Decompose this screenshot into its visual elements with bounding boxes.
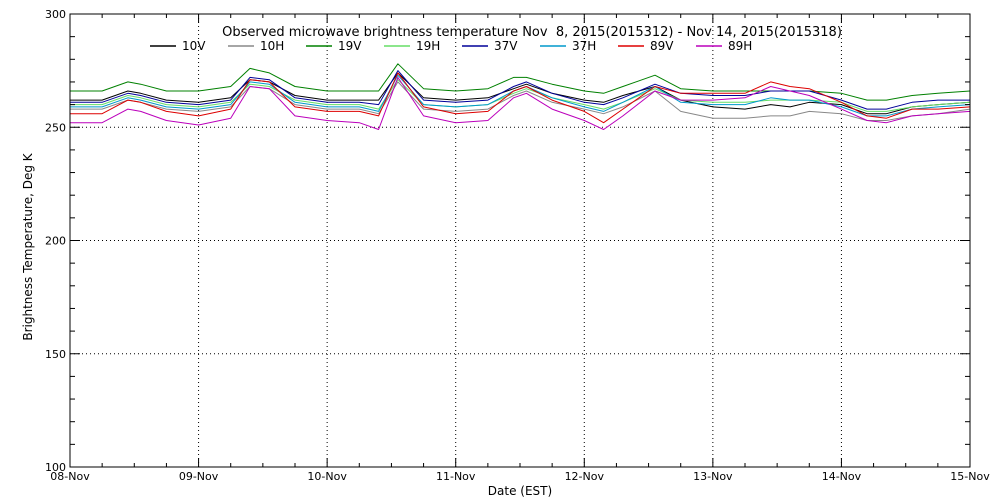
legend-label: 37H <box>572 39 596 53</box>
x-tick-label: 10-Nov <box>307 470 347 483</box>
y-tick-labels: 100 150 200 250 300 <box>45 8 66 474</box>
y-tick-label: 300 <box>45 8 66 21</box>
y-tick-label: 200 <box>45 235 66 248</box>
x-axis-label: Date (EST) <box>488 484 552 498</box>
x-tick-label: 11-Nov <box>436 470 476 483</box>
legend-label: 89V <box>650 39 674 53</box>
y-tick-label: 150 <box>45 348 66 361</box>
legend-label: 89H <box>728 39 752 53</box>
legend-label: 10V <box>182 39 206 53</box>
x-tick-labels: 08-Nov 09-Nov 10-Nov 11-Nov 12-Nov 13-Nov 14-N… <box>50 470 990 483</box>
x-tick-label: 13-Nov <box>693 470 733 483</box>
x-tick-label: 15-Nov <box>950 470 990 483</box>
legend: 10V 10H 19V 19H 37V 37H 89V 89H <box>150 39 752 53</box>
x-tick-label: 14-Nov <box>822 470 862 483</box>
x-tick-label: 09-Nov <box>179 470 219 483</box>
series-line-89h <box>70 76 971 130</box>
axis-ticks <box>69 13 971 468</box>
chart-title: Observed microwave brightness temperatur… <box>222 25 842 40</box>
series-line-37v <box>70 70 970 110</box>
y-axis-label: Brightness Temperature, Deg K <box>21 152 35 340</box>
x-tick-label: 12-Nov <box>565 470 605 483</box>
y-tick-label: 250 <box>45 121 66 134</box>
series-line-89v <box>70 72 971 124</box>
legend-label: 19H <box>416 39 440 53</box>
series-line-10v <box>70 72 971 115</box>
series-line-19h <box>70 79 971 112</box>
series-line-10h <box>70 81 971 121</box>
legend-label: 37V <box>494 39 518 53</box>
legend-label: 10H <box>260 39 284 53</box>
x-tick-label: 08-Nov <box>50 470 90 483</box>
legend-label: 19V <box>338 39 362 53</box>
series-line-19v <box>70 63 971 101</box>
y-tick-label: 100 <box>45 461 66 474</box>
grid-lines <box>70 14 970 467</box>
series-lines <box>70 63 971 130</box>
